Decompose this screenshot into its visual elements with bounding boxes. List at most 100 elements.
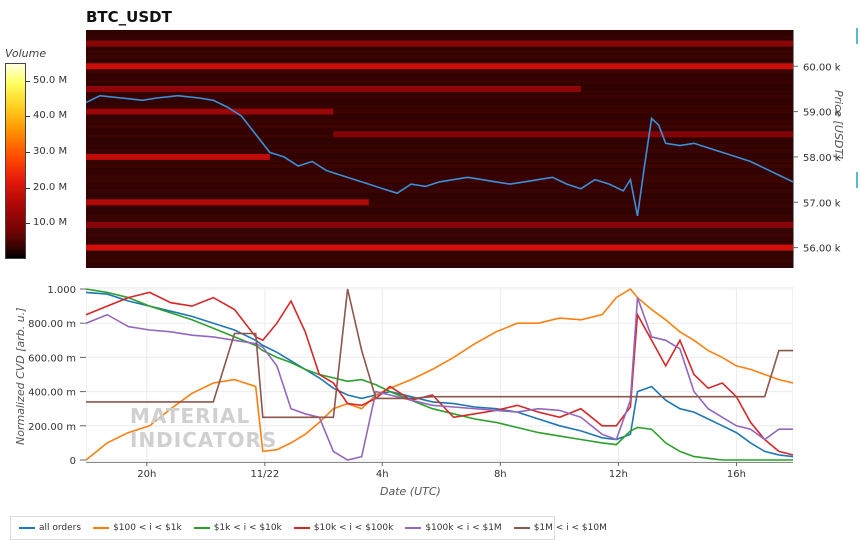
heatmap-row bbox=[86, 94, 793, 99]
colorbar-tick bbox=[26, 152, 30, 154]
heatmap-plot[interactable] bbox=[86, 30, 793, 268]
heatmap-row bbox=[86, 124, 793, 129]
colorbar-tick-label: 30.0 M bbox=[33, 146, 68, 158]
heatmap-row bbox=[86, 183, 793, 189]
heatmap-row bbox=[86, 139, 793, 144]
price-axis: 60.00 k 59.00 k 58.00 k 57.00 k 56.00 k bbox=[793, 30, 841, 268]
heatmap-row bbox=[86, 69, 793, 75]
heatmap-row bbox=[86, 34, 793, 40]
price-line bbox=[86, 94, 793, 217]
cvd-series-line bbox=[86, 287, 793, 461]
colorbar-tick-label: 40.0 M bbox=[33, 110, 68, 122]
legend-label: all orders bbox=[39, 523, 82, 533]
heatmap-row bbox=[86, 74, 793, 79]
legend-item[interactable]: $100 < i < $1k bbox=[93, 523, 182, 533]
heatmap-row bbox=[86, 253, 793, 258]
liquidity-band bbox=[86, 85, 581, 92]
legend-item[interactable]: all orders bbox=[19, 523, 81, 533]
cvd-x-tick-label: 20h bbox=[137, 469, 156, 480]
heatmap-row bbox=[86, 30, 793, 35]
heatmap-row bbox=[86, 99, 793, 104]
heatmap-row bbox=[86, 193, 793, 198]
heatmap-row bbox=[86, 119, 793, 124]
legend-item[interactable]: $1M < i < $10M bbox=[513, 523, 607, 533]
cvd-background bbox=[86, 287, 793, 462]
cvd-y-axis: 1.000 800.00 m 600.00 m 400.00 m 200.00 m 0 bbox=[28, 285, 86, 467]
legend-item[interactable]: $10k < i < $100k bbox=[293, 523, 394, 533]
cvd-y-tick-label: 1.000 bbox=[47, 285, 76, 296]
colorbar-tick-label: 20.0 M bbox=[33, 181, 68, 193]
legend-label: $1M < i < $10M bbox=[533, 523, 607, 533]
heatmap-row bbox=[86, 49, 793, 55]
heatmap-row bbox=[86, 208, 793, 213]
heatmap-row bbox=[86, 109, 793, 114]
legend-item[interactable]: $100k < i < $1M bbox=[405, 523, 502, 533]
legend-label: $100 < i < $1k bbox=[113, 523, 182, 533]
colorbar-tick-label: 10.0 M bbox=[33, 217, 68, 229]
liquidity-band bbox=[86, 199, 369, 206]
legend-swatch bbox=[93, 527, 110, 529]
heatmap-row bbox=[86, 203, 793, 208]
heatmap-row bbox=[86, 79, 793, 84]
cvd-x-tick-label: 12h bbox=[609, 469, 628, 480]
heatmap-row bbox=[86, 218, 793, 223]
cvd-series-line bbox=[86, 297, 793, 461]
heatmap-row bbox=[86, 173, 793, 179]
colorbar-tick bbox=[26, 187, 30, 189]
heatmap-row bbox=[86, 238, 793, 243]
cvd-y-tick-label: 800.00 m bbox=[28, 319, 76, 330]
legend-label: $10k < i < $100k bbox=[313, 523, 394, 533]
cvd-series-line bbox=[86, 288, 793, 419]
colorbar-tick bbox=[26, 116, 30, 118]
toolbar-marker-top[interactable] bbox=[856, 28, 858, 44]
cvd-x-tick-label: 8h bbox=[494, 469, 507, 480]
legend-swatch bbox=[293, 527, 310, 529]
heatmap-row bbox=[86, 54, 793, 60]
heatmap-row bbox=[86, 158, 793, 164]
heatmap-row bbox=[86, 104, 793, 109]
heatmap-row bbox=[86, 149, 793, 154]
heatmap-background bbox=[86, 30, 793, 268]
heatmap-row bbox=[86, 59, 793, 65]
cvd-y-tick-label: 600.00 m bbox=[28, 353, 76, 364]
cvd-plot[interactable] bbox=[86, 287, 793, 462]
heatmap-row bbox=[86, 213, 793, 218]
cvd-x-axis: 20h 11/22 4h 8h 12h 16h bbox=[86, 462, 793, 480]
heatmap-row bbox=[86, 198, 793, 203]
x-axis-title: Date (UTC) bbox=[380, 485, 441, 498]
colorbar-tick bbox=[26, 223, 30, 225]
heatmap-row bbox=[86, 178, 793, 184]
liquidity-band bbox=[86, 63, 793, 70]
watermark-logo: MATERIAL INDICATORS bbox=[130, 404, 277, 452]
price-tick-label: 58.00 k bbox=[803, 153, 841, 164]
cvd-y-tick-label: 400.00 m bbox=[28, 388, 76, 399]
price-tick-label: 56.00 k bbox=[803, 244, 841, 255]
liquidity-band bbox=[86, 153, 270, 160]
price-tick-label: 59.00 k bbox=[803, 108, 841, 119]
heatmap-row bbox=[86, 153, 793, 159]
cvd-series-line bbox=[86, 291, 793, 456]
cvd-series-line bbox=[86, 291, 793, 458]
cvd-series-line bbox=[86, 288, 793, 461]
heatmap-row bbox=[86, 144, 793, 149]
colorbar-tick-label: 50.0 M bbox=[33, 74, 68, 86]
chart-title: BTC_USDT bbox=[86, 8, 172, 26]
heatmap-row bbox=[86, 228, 793, 233]
heatmap-row bbox=[86, 188, 793, 194]
colorbar-title: Volume bbox=[5, 47, 47, 60]
legend-swatch bbox=[19, 527, 35, 529]
cvd-x-tick-label: 4h bbox=[376, 469, 389, 480]
legend-label: $1k < i < $10k bbox=[213, 523, 282, 533]
legend-swatch bbox=[405, 527, 422, 529]
legend-label: $100k < i < $1M bbox=[425, 523, 502, 533]
heatmap-row bbox=[86, 258, 793, 263]
liquidity-band bbox=[333, 131, 793, 138]
legend-item[interactable]: $1k < i < $10k bbox=[193, 523, 282, 533]
colorbar-tick bbox=[26, 80, 30, 82]
watermark-line-2: INDICATORS bbox=[130, 428, 278, 452]
heatmap-row bbox=[86, 44, 793, 50]
cvd-y-tick-label: 200.00 m bbox=[28, 422, 76, 433]
liquidity-band bbox=[86, 40, 793, 47]
heatmap-row bbox=[86, 163, 793, 169]
toolbar-marker-bottom[interactable] bbox=[856, 172, 858, 188]
